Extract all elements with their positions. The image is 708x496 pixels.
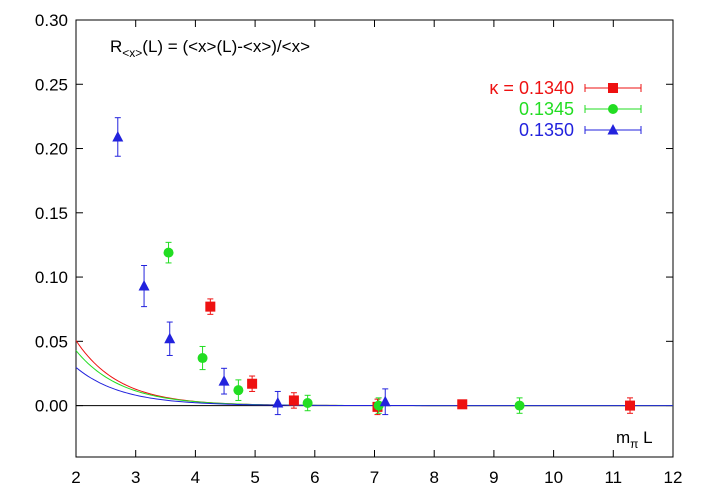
x-axis-ticks: 2 3 4 5 6 7 8 9 10 11 12 (71, 20, 682, 487)
data-point (164, 332, 176, 344)
fit-curves (75, 340, 673, 407)
data-point (302, 398, 313, 409)
data-point (205, 301, 216, 312)
x-tick-label: 9 (489, 468, 498, 487)
legend-label: 0.1350 (519, 120, 574, 140)
data-point (247, 378, 258, 389)
data-point (607, 124, 619, 135)
fit-curve (75, 367, 673, 407)
data-point (197, 353, 208, 364)
data-point (138, 280, 150, 291)
data-point (625, 400, 636, 411)
y-tick-label: 0.20 (35, 140, 68, 159)
legend-label: κ = 0.1340 (489, 78, 574, 98)
y-tick-label: 0.00 (35, 397, 68, 416)
x-tick-label: 2 (71, 468, 80, 487)
data-point (373, 400, 384, 411)
x-tick-label: 5 (250, 468, 259, 487)
data-point (608, 104, 618, 114)
legend-series-name: 0.1340 (519, 78, 574, 98)
data-point (233, 385, 244, 396)
y-tick-label: 0.10 (35, 268, 68, 287)
x-tick-label: 7 (370, 468, 379, 487)
plot-frame (75, 19, 674, 458)
x-axis-label: mπ L (616, 428, 653, 451)
y-tick-label: 0.15 (35, 204, 68, 223)
x-tick-label: 10 (544, 468, 563, 487)
data-point (112, 130, 124, 142)
x-tick-label: 3 (131, 468, 140, 487)
data-point (608, 83, 618, 93)
data-point (272, 397, 284, 408)
legend-label: 0.1345 (519, 99, 574, 119)
y-axis-ticks: 0.00 0.05 0.10 0.15 0.20 0.25 0.30 (35, 11, 673, 416)
x-tick-label: 4 (191, 468, 200, 487)
data-point (288, 395, 299, 406)
legend-series-name: 0.1345 (519, 99, 574, 119)
chart-title: R<x>(L) = (<x>(L)-<x>)/<x> (110, 37, 310, 60)
legend-series-name: 0.1350 (519, 120, 574, 140)
data-point (457, 399, 468, 410)
x-tick-label: 8 (429, 468, 438, 487)
data-point (514, 400, 525, 411)
x-tick-label: 6 (310, 468, 319, 487)
x-tick-label: 11 (604, 468, 622, 487)
data-point (163, 247, 174, 258)
data-point (379, 395, 391, 407)
legend-prefix: κ = (489, 78, 519, 98)
data-point (218, 375, 230, 386)
data-points (112, 117, 636, 416)
x-tick-label: 12 (664, 468, 683, 487)
y-tick-label: 0.25 (35, 75, 68, 94)
fit-curve (75, 340, 673, 407)
y-tick-label: 0.05 (35, 332, 68, 351)
y-tick-label: 0.30 (35, 11, 68, 30)
